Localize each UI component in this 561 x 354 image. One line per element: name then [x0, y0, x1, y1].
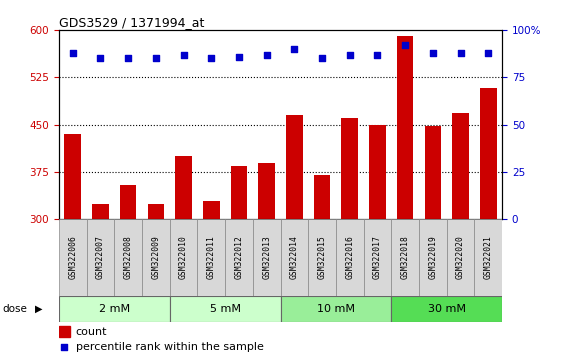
Bar — [308, 219, 336, 296]
Bar — [92, 204, 109, 219]
Text: dose: dose — [3, 304, 27, 314]
Text: GSM322010: GSM322010 — [179, 236, 188, 279]
Bar — [175, 156, 192, 219]
Point — [373, 52, 382, 58]
Point — [151, 56, 160, 61]
Bar — [114, 219, 142, 296]
Bar — [452, 113, 469, 219]
Bar — [392, 296, 502, 322]
Text: GSM322014: GSM322014 — [290, 236, 299, 279]
Bar — [280, 296, 392, 322]
Text: GSM322012: GSM322012 — [234, 236, 243, 279]
Bar — [225, 219, 253, 296]
Point — [429, 50, 438, 56]
Point — [207, 56, 216, 61]
Bar — [169, 296, 280, 322]
Point — [345, 52, 354, 58]
Bar — [480, 88, 496, 219]
Point — [68, 50, 77, 56]
Text: 30 mM: 30 mM — [427, 304, 466, 314]
Bar — [197, 219, 225, 296]
Bar — [369, 125, 386, 219]
Bar — [342, 119, 358, 219]
Text: GSM322018: GSM322018 — [401, 236, 410, 279]
Point — [123, 56, 132, 61]
Text: 2 mM: 2 mM — [99, 304, 130, 314]
Bar — [231, 166, 247, 219]
Bar — [392, 219, 419, 296]
Bar — [203, 200, 219, 219]
Bar — [280, 219, 308, 296]
Point — [456, 50, 465, 56]
Bar — [447, 219, 475, 296]
Text: ▶: ▶ — [35, 304, 43, 314]
Text: GSM322006: GSM322006 — [68, 236, 77, 279]
Text: GSM322017: GSM322017 — [373, 236, 382, 279]
Bar — [86, 219, 114, 296]
Text: percentile rank within the sample: percentile rank within the sample — [76, 342, 264, 352]
Point — [401, 42, 410, 48]
Text: GSM322019: GSM322019 — [429, 236, 438, 279]
Bar — [425, 126, 441, 219]
Bar — [258, 162, 275, 219]
Text: GSM322007: GSM322007 — [96, 236, 105, 279]
Text: GSM322013: GSM322013 — [262, 236, 271, 279]
Text: GSM322016: GSM322016 — [345, 236, 354, 279]
Bar — [120, 185, 136, 219]
Text: GDS3529 / 1371994_at: GDS3529 / 1371994_at — [59, 16, 204, 29]
Point — [324, 273, 333, 279]
Point — [262, 52, 271, 58]
Bar — [314, 175, 330, 219]
Text: 5 mM: 5 mM — [210, 304, 241, 314]
Bar — [142, 219, 169, 296]
Bar — [169, 219, 197, 296]
Bar — [364, 219, 392, 296]
Bar — [475, 219, 502, 296]
Bar — [65, 134, 81, 219]
Text: GSM322009: GSM322009 — [151, 236, 160, 279]
Bar — [59, 219, 86, 296]
Text: GSM322021: GSM322021 — [484, 236, 493, 279]
Text: count: count — [76, 327, 107, 337]
Bar — [336, 219, 364, 296]
Bar — [397, 36, 413, 219]
Bar — [253, 219, 280, 296]
Point — [96, 56, 105, 61]
Text: GSM322011: GSM322011 — [207, 236, 216, 279]
Bar — [148, 204, 164, 219]
Point — [234, 54, 243, 59]
Text: 10 mM: 10 mM — [317, 304, 355, 314]
Text: GSM322015: GSM322015 — [318, 236, 327, 279]
Point — [318, 56, 327, 61]
Text: GSM322008: GSM322008 — [123, 236, 132, 279]
Bar — [286, 115, 303, 219]
Point — [290, 46, 299, 52]
Point — [484, 50, 493, 56]
Text: GSM322020: GSM322020 — [456, 236, 465, 279]
Point — [179, 52, 188, 58]
Bar — [59, 326, 70, 337]
Bar — [59, 296, 169, 322]
Bar — [419, 219, 447, 296]
